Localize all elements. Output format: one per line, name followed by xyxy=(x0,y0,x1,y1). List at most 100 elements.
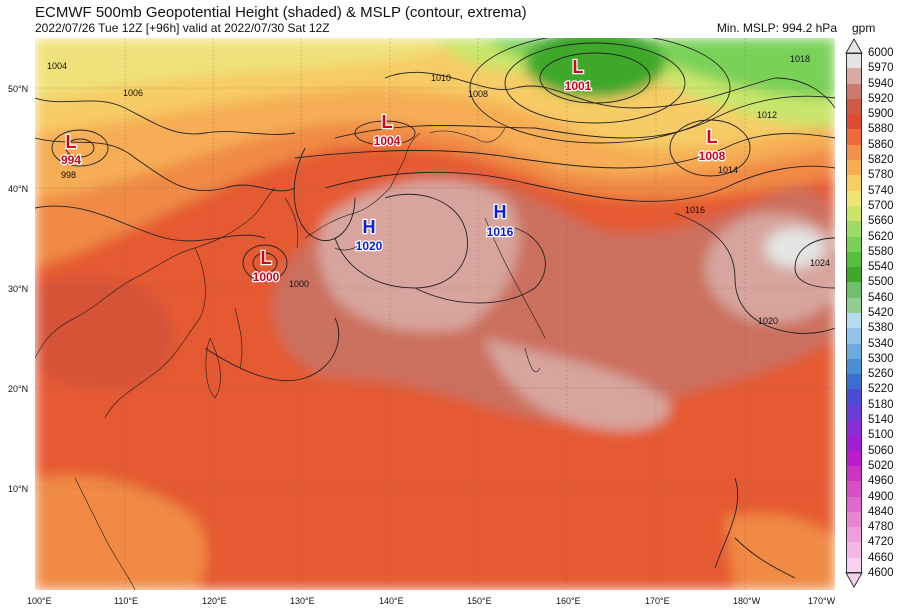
min-mslp-readout: Min. MSLP: 994.2 hPa xyxy=(716,21,837,35)
lat-tick-label: 20°N xyxy=(8,384,29,394)
lon-tick-label: 100°E xyxy=(27,596,52,606)
colorbar-tick-label: 5060 xyxy=(868,444,894,457)
colorbar-tick-label: 5920 xyxy=(868,92,894,105)
colorbar-bottom-arrow xyxy=(845,572,863,588)
isobar-label: 1018 xyxy=(790,54,810,64)
colorbar-tick-label: 4960 xyxy=(868,475,894,488)
colorbar-tick-label: 5880 xyxy=(868,123,894,136)
colorbar-tick-label: 5220 xyxy=(868,383,894,396)
colorbar-tick-label: 5140 xyxy=(868,414,894,427)
colorbar-tick-label: 4840 xyxy=(868,505,894,518)
colorbar-segment xyxy=(846,297,862,314)
colorbar-tick-label: 4720 xyxy=(868,536,894,549)
low-center-value: 1004 xyxy=(374,134,401,148)
colorbar-segment xyxy=(846,465,862,482)
colorbar-tick-label: 5620 xyxy=(868,230,894,243)
colorbar-tick-label: 5380 xyxy=(868,322,894,335)
mslp-contours xyxy=(35,38,835,579)
colorbar-tick-label: 5500 xyxy=(868,276,894,289)
colorbar-segment xyxy=(846,175,862,192)
isobar-label: 1012 xyxy=(757,110,777,120)
colorbar-segment xyxy=(846,282,862,299)
lon-tick-label: 110°E xyxy=(114,596,138,606)
lon-tick-label: 170°W xyxy=(808,596,836,606)
colorbar-tick-label: 5260 xyxy=(868,368,894,381)
colorbar-tick-label: 5970 xyxy=(868,62,894,75)
colorbar-segment xyxy=(846,496,862,513)
lat-tick-label: 50°N xyxy=(8,84,29,94)
colorbar-segment xyxy=(846,83,862,100)
low-center-value: 1008 xyxy=(699,149,726,163)
colorbar-tick-label: 5660 xyxy=(868,215,894,228)
colorbar-segment xyxy=(846,343,862,360)
colorbar-tick-label: 6000 xyxy=(868,47,894,59)
colorbar-tick-label: 5020 xyxy=(868,459,894,472)
colorbar-segment xyxy=(846,129,862,146)
colorbar-segment xyxy=(846,527,862,543)
colorbar-frame xyxy=(846,53,862,573)
colorbar-tick-label: 5580 xyxy=(868,245,894,258)
colorbar-tick-label: 4900 xyxy=(868,490,894,503)
low-center-letter: L xyxy=(573,57,584,77)
colorbar-segment xyxy=(846,114,862,131)
low-center-letter: L xyxy=(707,127,718,147)
colorbar-segment xyxy=(846,481,862,498)
colorbar-tick-label: 5780 xyxy=(868,169,894,182)
isobar-label: 1006 xyxy=(123,88,143,98)
colorbar-segment xyxy=(846,328,862,345)
low-center-letter: L xyxy=(382,112,393,132)
colorbar-segment xyxy=(846,144,862,161)
colorbar-tick-label: 5460 xyxy=(868,291,894,304)
colorbar-tick-label: 5340 xyxy=(868,337,894,350)
colorbar-segment xyxy=(846,358,862,375)
lat-tick-label: 40°N xyxy=(8,184,29,194)
lon-tick-label: 140°E xyxy=(379,596,404,606)
colorbar-segment xyxy=(846,98,862,115)
colorbar-segment xyxy=(846,542,862,559)
colorbar-tick-label: 4660 xyxy=(868,551,894,564)
high-center-letter: H xyxy=(494,202,507,222)
low-center-letter: L xyxy=(261,248,272,268)
chart-title: ECMWF 500mb Geopotential Height (shaded)… xyxy=(35,4,527,21)
isobar-label: 1000 xyxy=(289,279,309,289)
isobar-label: 1024 xyxy=(810,258,830,268)
colorbar-segment xyxy=(846,160,862,176)
colorbar-tick-label: 5540 xyxy=(868,261,894,274)
isobar-label: 1010 xyxy=(431,73,451,83)
lon-tick-label: 120°E xyxy=(202,596,227,606)
high-center-value: 1020 xyxy=(356,239,383,253)
isobar-label: 1014 xyxy=(718,165,738,175)
colorbar-units: gpm xyxy=(852,21,876,35)
isobar-label: 998 xyxy=(61,170,76,180)
colorbar-tick-label: 4600 xyxy=(868,567,894,579)
colorbar-segment xyxy=(846,404,862,421)
low-center-value: 1001 xyxy=(565,79,592,93)
isobar-label: 1008 xyxy=(468,89,488,99)
colorbar-segment xyxy=(846,557,862,574)
colorbar-segment xyxy=(846,389,862,406)
height-field: 1004 1006 1008 1010 1012 1014 1016 1018 … xyxy=(35,38,835,590)
colorbar-tick-label: 5740 xyxy=(868,184,894,197)
colorbar-segment xyxy=(846,251,862,268)
colorbar-tick-label: 5180 xyxy=(868,398,894,411)
lat-tick-label: 30°N xyxy=(8,284,29,294)
low-center-value: 994 xyxy=(61,153,81,167)
colorbar-segment xyxy=(846,374,862,391)
high-center-value: 1016 xyxy=(487,225,514,239)
colorbar-tick-label: 5860 xyxy=(868,138,894,151)
low-center-letter: L xyxy=(66,132,77,152)
colorbar-tick-label: 5100 xyxy=(868,429,894,442)
colorbar-tick-label: 5420 xyxy=(868,307,894,319)
map-panel: 1004 1006 1008 1010 1012 1014 1016 1018 … xyxy=(35,38,835,590)
colorbar-segment xyxy=(846,313,862,329)
colorbar-segment xyxy=(846,236,862,253)
lon-tick-label: 130°E xyxy=(290,596,315,606)
colorbar-segment xyxy=(846,190,862,207)
lon-tick-label: 150°E xyxy=(467,596,492,606)
lon-tick-label: 160°E xyxy=(556,596,581,606)
colorbar-tick-label: 5900 xyxy=(868,108,894,121)
colorbar-segment xyxy=(846,221,862,238)
lat-tick-label: 10°N xyxy=(8,484,29,494)
high-center-letter: H xyxy=(363,217,376,237)
colorbar-tick-label: 4780 xyxy=(868,521,894,534)
